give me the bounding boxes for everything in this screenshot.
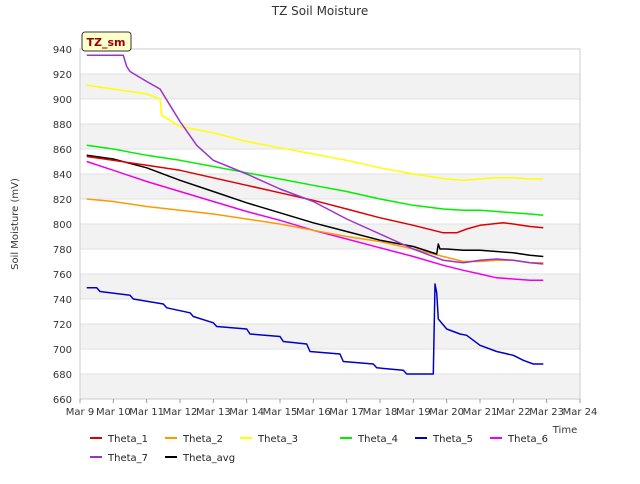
x-tick-label: Mar 13 <box>196 407 231 418</box>
series-line-theta-3 <box>86 84 544 182</box>
legend-label: Theta_4 <box>357 434 398 445</box>
legend: Theta_1 Theta_2 Theta_3 Theta_4 Theta_5 Theta… <box>90 434 548 464</box>
x-tick-label: Mar 23 <box>529 407 564 418</box>
grid-band <box>80 224 580 249</box>
badge-box <box>81 31 132 52</box>
series-line-theta-7 <box>86 54 544 265</box>
y-tick-label: 760 <box>53 270 72 281</box>
y-axis-ticks: 660 680 700 720 740 760 780 800 820 840 860 880 900 9… <box>53 45 72 406</box>
series-line-theta-avg <box>86 154 544 258</box>
y-tick-label: 740 <box>53 295 72 306</box>
x-tick-label: Mar 10 <box>96 407 131 418</box>
y-tick-label: 860 <box>53 145 72 156</box>
x-tick-label: Mar 22 <box>496 407 531 418</box>
y-tick-label: 680 <box>53 370 72 381</box>
legend-label: Theta_6 <box>507 434 548 445</box>
x-tick-label: Mar 16 <box>296 407 331 418</box>
y-tick-label: 920 <box>53 70 72 81</box>
legend-label: Theta_7 <box>107 453 148 464</box>
x-tick-label: Mar 19 <box>396 407 431 418</box>
y-tick-label: 720 <box>53 320 72 331</box>
y-tick-label: 880 <box>53 120 72 131</box>
x-tick-label: Mar 15 <box>263 407 298 418</box>
grid-band <box>80 374 580 399</box>
x-tick-label: Mar 11 <box>129 407 164 418</box>
x-tick-label: Mar 12 <box>163 407 198 418</box>
station-badge: TZ_sm <box>81 31 132 52</box>
y-axis-label: Soil Moisture (mV) <box>10 178 21 270</box>
legend-label: Theta_3 <box>257 434 298 445</box>
y-tick-label: 780 <box>53 245 72 256</box>
x-tick-label: Mar 21 <box>463 407 498 418</box>
x-axis-label: Time <box>552 425 577 436</box>
x-tick-label: Mar 18 <box>363 407 398 418</box>
legend-label: Theta_5 <box>432 434 473 445</box>
legend-label: Theta_1 <box>107 434 148 445</box>
legend-label: Theta_2 <box>182 434 223 445</box>
legend-label: Theta_avg <box>182 453 235 464</box>
y-tick-label: 800 <box>53 220 72 231</box>
series-line-theta-2 <box>86 198 544 264</box>
x-tick-label: Mar 20 <box>429 407 464 418</box>
series-line-theta-5 <box>86 283 544 375</box>
y-tick-label: 700 <box>53 345 72 356</box>
series-lines <box>86 54 544 375</box>
plot-frame <box>79 48 581 400</box>
x-tick-label: Mar 24 <box>563 407 598 418</box>
series-line-theta-4 <box>86 144 544 217</box>
grid-band <box>80 324 580 349</box>
x-tick-label: Mar 9 <box>66 407 94 418</box>
y-tick-label: 660 <box>53 395 72 406</box>
y-tick-label: 940 <box>53 45 72 56</box>
x-tick-label: Mar 17 <box>329 407 364 418</box>
x-tick-label: Mar 14 <box>229 407 264 418</box>
chart-title: TZ Soil Moisture <box>271 4 368 18</box>
plot-background-bands <box>80 74 580 399</box>
y-tick-label: 900 <box>53 95 72 106</box>
series-line-theta-1 <box>86 155 544 234</box>
y-tick-label: 820 <box>53 195 72 206</box>
badge-label: TZ_sm <box>87 36 126 49</box>
y-tick-label: 840 <box>53 170 72 181</box>
series-line-theta-6 <box>86 160 544 282</box>
grid-band <box>80 124 580 149</box>
